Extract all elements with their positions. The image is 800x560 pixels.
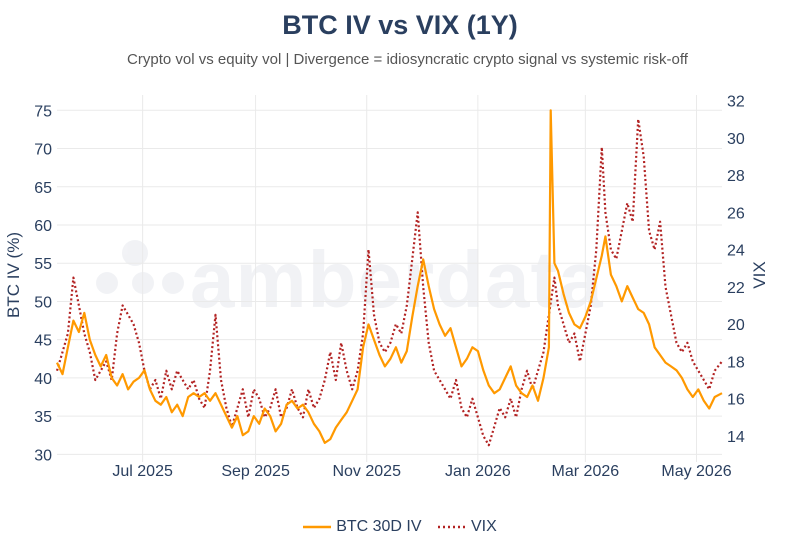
y-right-tick-label: 18 — [727, 354, 745, 371]
watermark-dot-icon — [122, 240, 148, 266]
x-tick-label: Sep 2025 — [221, 463, 290, 480]
y-left-tick-label: 65 — [34, 180, 52, 197]
watermark-dot-icon — [96, 272, 118, 294]
chart-title: BTC IV vs VIX (1Y) — [282, 10, 518, 40]
y-left-tick-label: 75 — [34, 103, 52, 120]
y-left-tick-label: 30 — [34, 447, 52, 464]
y-right-tick-label: 14 — [727, 429, 745, 446]
y-left-tick-label: 35 — [34, 409, 52, 426]
x-ticks: Jul 2025 Sep 2025 Nov 2025 Jan 2026 Mar 2026… — [112, 463, 731, 480]
x-tick-label: Nov 2025 — [332, 463, 401, 480]
legend-item-btc-iv[interactable]: BTC 30D IV — [303, 518, 422, 536]
dotted-line-icon — [438, 525, 466, 529]
y-right-tick-label: 30 — [727, 131, 745, 148]
legend-label: BTC 30D IV — [336, 518, 422, 535]
grid-y — [57, 109, 722, 455]
x-tick-label: Jan 2026 — [445, 463, 511, 480]
series-line-vix — [55, 118, 723, 447]
y-left-tick-label: 60 — [34, 218, 52, 235]
y-left-tick-label: 45 — [34, 333, 52, 350]
grid-x — [142, 95, 697, 462]
y-left-axis-title: BTC IV (%) — [4, 232, 23, 318]
series-layer — [55, 109, 723, 447]
watermark-logo: amberdata — [92, 232, 732, 324]
y-right-tick-label: 20 — [727, 317, 745, 334]
y-left-tick-label: 40 — [34, 371, 52, 388]
x-tick-label: Mar 2026 — [552, 463, 620, 480]
y-left-tick-label: 55 — [34, 256, 52, 273]
y-left-tick-label: 70 — [34, 142, 52, 159]
legend-item-vix[interactable]: VIX — [438, 518, 497, 536]
y-left-tick-label: 50 — [34, 294, 52, 311]
legend: BTC 30D IV VIX — [0, 518, 800, 536]
x-tick-label: Jul 2025 — [112, 463, 173, 480]
y-right-axis-title: VIX — [750, 261, 769, 288]
y-left-ticks: 30 35 40 45 50 55 60 65 70 75 — [34, 103, 52, 464]
y-right-tick-label: 24 — [727, 243, 745, 260]
watermark-text: amberdata — [190, 235, 604, 324]
series-line-btc-iv — [56, 109, 723, 444]
y-right-tick-label: 28 — [727, 168, 745, 185]
solid-line-icon — [303, 525, 332, 529]
y-right-ticks: 14 16 18 20 22 24 26 28 30 32 — [727, 94, 745, 446]
watermark-dot-icon — [162, 272, 184, 294]
chart-subtitle: Crypto vol vs equity vol | Divergence = … — [127, 51, 688, 68]
x-tick-label: May 2026 — [661, 463, 731, 480]
y-right-tick-label: 16 — [727, 392, 745, 409]
legend-label: VIX — [471, 518, 497, 535]
y-right-tick-label: 22 — [727, 280, 745, 297]
y-right-tick-label: 26 — [727, 205, 745, 222]
y-right-tick-label: 32 — [727, 94, 745, 111]
